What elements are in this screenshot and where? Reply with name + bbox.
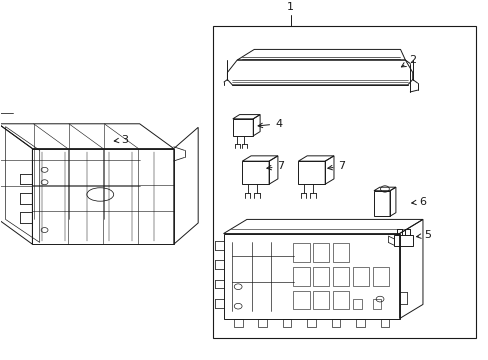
- Text: 7: 7: [266, 161, 284, 171]
- Text: 7: 7: [327, 161, 345, 171]
- Text: 5: 5: [416, 230, 430, 240]
- Bar: [212, 26, 475, 338]
- Text: 2: 2: [401, 55, 415, 67]
- Text: 6: 6: [411, 197, 425, 207]
- Text: 3: 3: [114, 135, 128, 145]
- Text: 4: 4: [258, 119, 282, 129]
- Text: 1: 1: [287, 2, 294, 12]
